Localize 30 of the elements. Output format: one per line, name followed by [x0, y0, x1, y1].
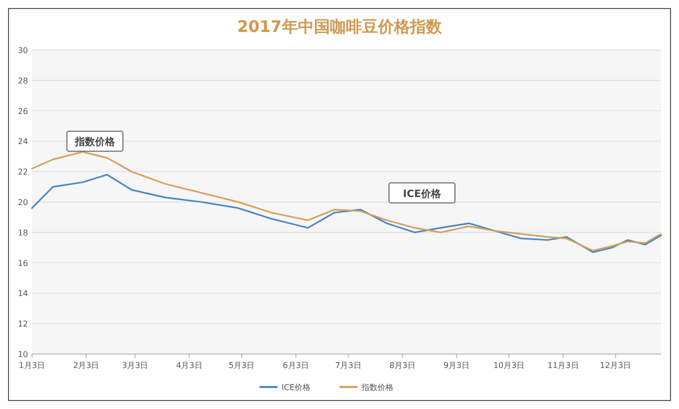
x-tick-label: 7月3日	[335, 361, 362, 370]
x-tick-label: 10月3日	[493, 361, 525, 370]
y-tick-label: 28	[18, 76, 28, 86]
x-tick-label: 1月3日	[18, 361, 46, 370]
y-tick-label: 24	[18, 137, 28, 146]
x-tick-label: 11月3日	[548, 361, 579, 370]
x-tick-label: 9月3日	[443, 361, 470, 370]
y-tick-label: 22	[18, 168, 28, 177]
y-tick-label: 16	[18, 258, 28, 268]
legend-label: ICE价格	[282, 383, 310, 392]
x-tick-label: 5月3日	[228, 361, 255, 370]
x-tick-label: 8月3日	[389, 361, 416, 370]
x-tick-label: 3月3日	[122, 361, 148, 370]
annotation: 指数价格	[74, 136, 116, 148]
chart-title: 2017年中国咖啡豆价格指数	[237, 17, 443, 36]
x-tick-label: 2月3日	[73, 361, 100, 370]
y-tick-label: 14	[18, 289, 28, 298]
annotation: ICE价格	[403, 188, 442, 200]
line-series	[31, 174, 662, 253]
line-series	[31, 151, 662, 252]
y-tick-label: 26	[18, 106, 28, 116]
y-tick-label: 20	[18, 198, 28, 207]
y-tick-label: 18	[18, 228, 28, 238]
y-tick-label: 30	[18, 46, 28, 55]
y-tick-label: 12	[18, 320, 28, 329]
legend-label: 指数价格	[360, 383, 394, 392]
x-tick-label: 12月3日	[600, 361, 632, 370]
x-tick-label: 4月3日	[176, 361, 202, 370]
x-tick-label: 6月3日	[282, 361, 309, 370]
y-tick-label: 10	[18, 350, 28, 359]
